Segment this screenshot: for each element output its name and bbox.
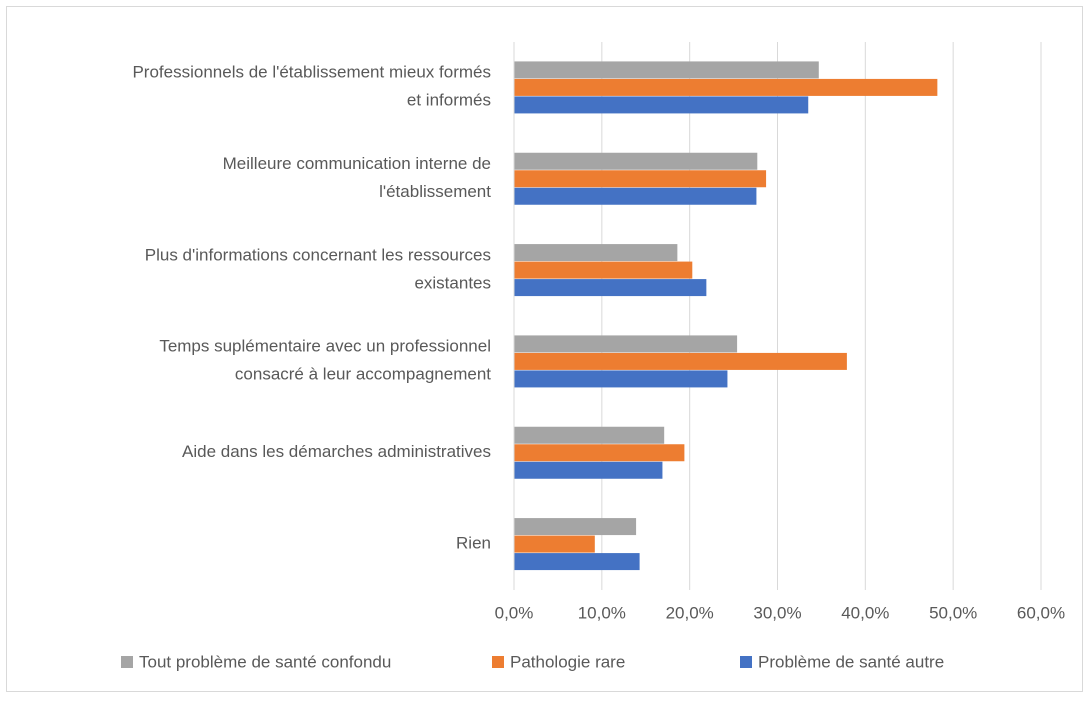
- bar: [514, 279, 707, 297]
- bar: [514, 96, 809, 114]
- x-tick-label: 0,0%: [495, 603, 534, 622]
- bar: [514, 244, 678, 262]
- y-tick-label: Rien: [456, 534, 491, 553]
- bar: [514, 170, 767, 188]
- legend-swatch: [121, 656, 133, 668]
- bar: [514, 370, 728, 388]
- y-tick-label: Aide dans les démarches administratives: [182, 442, 491, 461]
- bar: [514, 444, 685, 462]
- y-tick-label: Temps suplémentaire avec un professionne…: [159, 337, 491, 384]
- x-tick-label: 50,0%: [929, 603, 977, 622]
- bar: [514, 187, 757, 205]
- bar: [514, 553, 640, 571]
- x-tick-label: 10,0%: [578, 603, 626, 622]
- bar: [514, 61, 819, 79]
- bar: [514, 518, 637, 536]
- y-tick-label: Plus d'informations concernant les resso…: [145, 246, 491, 293]
- legend-label: Pathologie rare: [510, 652, 625, 671]
- x-tick-label: 60,0%: [1017, 603, 1065, 622]
- bar: [514, 461, 663, 479]
- legend-label: Problème de santé autre: [758, 652, 944, 671]
- bar: [514, 335, 738, 353]
- bar: [514, 78, 938, 96]
- legend-swatch: [492, 656, 504, 668]
- x-tick-label: 20,0%: [666, 603, 714, 622]
- bar: [514, 535, 595, 553]
- bar: [514, 152, 758, 170]
- legend-label: Tout problème de santé confondu: [139, 652, 391, 671]
- bar: [514, 352, 847, 370]
- x-tick-label: 30,0%: [753, 603, 801, 622]
- legend-swatch: [740, 656, 752, 668]
- y-tick-label: Professionnels de l'établissement mieux …: [132, 63, 491, 110]
- bar: [514, 261, 693, 279]
- x-tick-label: 40,0%: [841, 603, 889, 622]
- y-tick-label: Meilleure communication interne de l'étab…: [223, 154, 492, 201]
- bar: [514, 426, 665, 444]
